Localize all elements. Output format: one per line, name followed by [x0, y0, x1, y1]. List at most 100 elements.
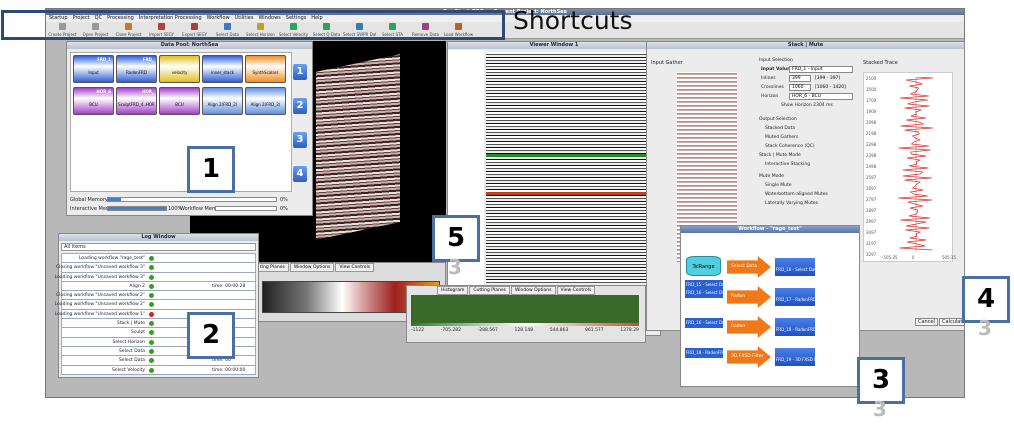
- data-tile[interactable]: SynthScalars: [245, 55, 286, 83]
- dropdown[interactable]: HOR_6 - BCU: [789, 93, 853, 100]
- menu-item[interactable]: Interpretation Processing: [138, 15, 202, 21]
- toolbar-button[interactable]: Create Project: [46, 22, 79, 39]
- toolbar-button[interactable]: Open Project: [79, 22, 112, 39]
- workflow-step[interactable]: 3D FXSD Filter: [727, 346, 771, 368]
- toolbar-button[interactable]: Select Velocity: [277, 22, 310, 39]
- toolbar-button[interactable]: Select Horizon: [244, 22, 277, 39]
- tab[interactable]: ting Planes: [256, 263, 289, 272]
- toolbar-button[interactable]: Select STA: [376, 22, 409, 39]
- tab[interactable]: View Controls: [335, 263, 375, 272]
- page-button[interactable]: 4: [293, 166, 307, 182]
- tile-name: Align 2(FRD_2): [207, 102, 238, 107]
- range: [399 - 397]: [815, 76, 841, 81]
- data-tile[interactable]: Align 2(FRD_2): [245, 87, 286, 115]
- log-entry: Select Velocity time: 00:00:00: [62, 366, 255, 375]
- dropdown[interactable]: FRD_1 - Input: [789, 66, 853, 73]
- toolbar-icon: [290, 23, 297, 30]
- spinbox[interactable]: 1060: [789, 84, 811, 91]
- scale-label: -288.567: [477, 328, 498, 333]
- field-label: Inlines: [761, 76, 776, 81]
- data-tile[interactable]: FRD_ RadonFRD: [116, 55, 157, 83]
- tab[interactable]: Cutting Planes: [469, 286, 510, 295]
- toolbar-icon: [224, 23, 231, 30]
- menu-item[interactable]: Settings: [285, 15, 307, 21]
- menu-item[interactable]: Help: [311, 15, 323, 21]
- tile-name: SynthScalars: [252, 70, 279, 75]
- horizon-line: [486, 192, 646, 195]
- menu-item[interactable]: Utilities: [234, 15, 254, 21]
- tab[interactable]: View Controls: [556, 286, 596, 295]
- toolbar-label: Create Project: [48, 32, 77, 37]
- toolbar-button[interactable]: Select Q Data: [310, 22, 343, 39]
- section-label: Mute Mode: [759, 174, 784, 179]
- spinbox[interactable]: 399: [789, 75, 811, 82]
- tab[interactable]: Window Options: [289, 263, 335, 272]
- workflow-step[interactable]: Radon: [727, 316, 771, 338]
- trace-axis-label: 2797: [866, 197, 877, 202]
- tab[interactable]: Window Options: [510, 286, 556, 295]
- data-tile[interactable]: FRD_1 Input: [73, 55, 114, 83]
- menu-item[interactable]: Startup: [49, 15, 68, 21]
- page-button[interactable]: 3: [293, 132, 307, 148]
- source-node[interactable]: TsiRange: [686, 256, 721, 276]
- workflow-output[interactable]: FRD_16 - Select Dat: [685, 318, 723, 328]
- log-text: Loading workflow "Unsaved workflow 1": [54, 311, 145, 317]
- data-tile[interactable]: HOR_6 BCU: [73, 87, 114, 115]
- log-entry: Closing workflow "Unsaved workflow 2": [56, 291, 255, 301]
- scale-label: 128.148: [514, 328, 534, 333]
- page-button[interactable]: 2: [293, 98, 307, 114]
- tab[interactable]: Histogram: [437, 286, 469, 295]
- data-tile[interactable]: velocity: [159, 55, 200, 83]
- toolbar-button[interactable]: Select Data: [211, 22, 244, 39]
- menu-item[interactable]: Project: [72, 15, 90, 21]
- seismic-section: [486, 52, 646, 286]
- trace-plot: [898, 77, 934, 252]
- workflow-output[interactable]: FRD_19 - 3D FXSD Fil: [775, 348, 815, 366]
- log-status: [149, 293, 154, 299]
- workflow-output[interactable]: FRD_16 - Select Dat: [775, 258, 815, 276]
- log-status: [149, 348, 154, 354]
- log-status: [149, 358, 154, 364]
- menu-item[interactable]: QC: [94, 15, 103, 21]
- page-button[interactable]: 1: [293, 64, 307, 80]
- toolbar-button[interactable]: Select SWPR Data: [343, 22, 376, 39]
- data-tile[interactable]: Align 2(FRD_2): [202, 87, 243, 115]
- toolbar-button[interactable]: Load Workflow: [442, 22, 475, 39]
- menu-item[interactable]: Processing: [107, 15, 134, 21]
- trace-axis-label: 2298: [866, 142, 877, 147]
- tile-tag: HOR_6: [96, 89, 111, 94]
- toolbar-button[interactable]: Import SEGY: [145, 22, 178, 39]
- workflow-output[interactable]: FRD_16 - Select Dat: [685, 288, 723, 298]
- callout-sub: 3: [873, 397, 887, 421]
- workflow-step[interactable]: Radon: [727, 286, 771, 308]
- menu-item[interactable]: Windows: [258, 15, 281, 21]
- workflow-output[interactable]: FRD_17 - RadonFRD: [775, 288, 815, 306]
- workflow-step[interactable]: Select Data: [727, 256, 771, 278]
- workflow-output[interactable]: FRD_18 - RadonFRD: [775, 318, 815, 336]
- toolbar-button[interactable]: Export SEGY: [178, 22, 211, 39]
- stacked-trace-label: Stacked Trace: [863, 60, 898, 66]
- histogram: [411, 295, 639, 323]
- workflow-output[interactable]: FRD_18 - RadonFRD: [685, 348, 723, 358]
- data-tile[interactable]: BCU: [159, 87, 200, 115]
- toolbar-button[interactable]: Remove Data: [409, 22, 442, 39]
- menu-item[interactable]: Workflow: [206, 15, 230, 21]
- tile-name: SculptFRD_4..HOR: [118, 102, 155, 107]
- histogram-panel: Histogram Cutting Planes Window Options Vie…: [406, 285, 646, 343]
- toolbar-icon: [389, 23, 396, 30]
- log-filter[interactable]: All items: [61, 243, 256, 251]
- data-tile[interactable]: inner_stack: [202, 55, 243, 83]
- toolbar-icon: [356, 23, 363, 30]
- log-text: Select Velocity: [112, 367, 145, 373]
- tile-name: Align 2(FRD_2): [250, 102, 281, 107]
- cancel-button[interactable]: Cancel: [915, 318, 938, 326]
- toolbar-icon: [158, 23, 165, 30]
- data-tile[interactable]: HOR_ SculptFRD_4..HOR: [116, 87, 157, 115]
- toolbar-button[interactable]: Close Project: [112, 22, 145, 39]
- toolbar-label: Export SEGY: [182, 32, 207, 37]
- toolbar-label: Import SEGY: [149, 32, 174, 37]
- trace-axis-label: 2500: [866, 76, 877, 81]
- workflow-output[interactable]: FRD_15 - Select Dat: [685, 280, 723, 290]
- callout-sub: 3: [978, 316, 992, 340]
- toolbar-label: Select Q Data: [312, 32, 341, 37]
